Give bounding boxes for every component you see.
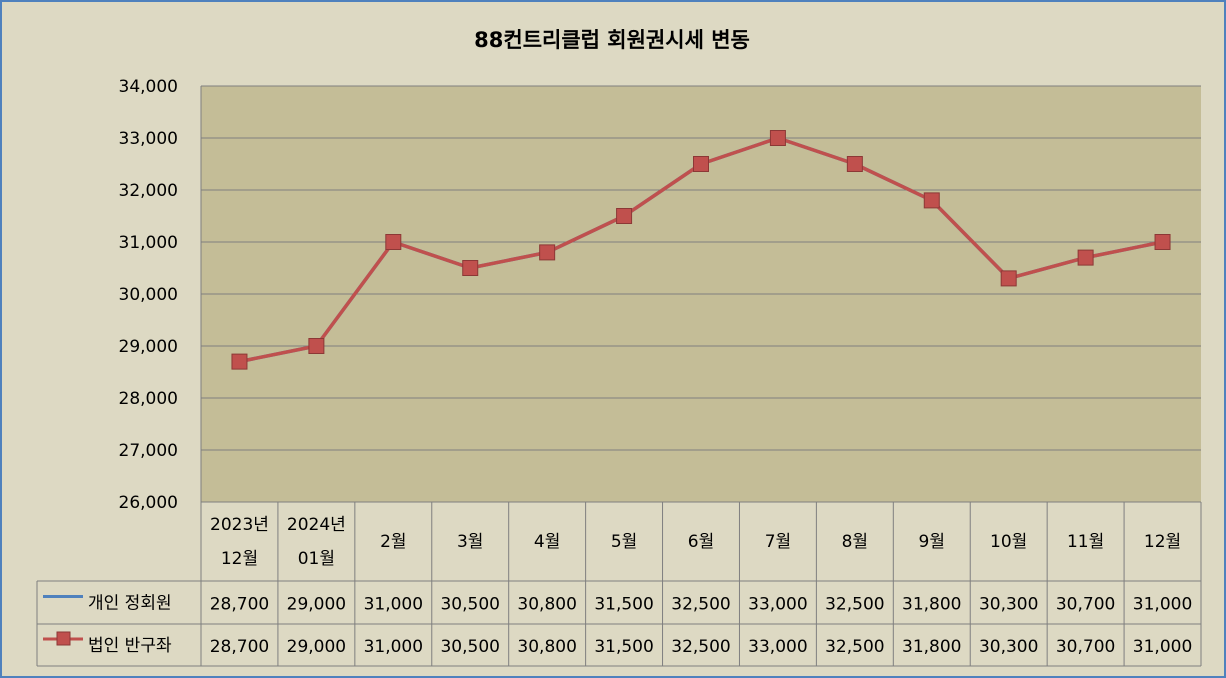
table-value: 31,000: [364, 595, 423, 615]
y-tick-label: 29,000: [119, 337, 178, 357]
table-value: 33,000: [748, 637, 807, 657]
y-tick-label: 31,000: [119, 233, 178, 253]
x-tick-label: 8월: [842, 532, 868, 552]
x-tick-label: 2월: [380, 532, 406, 552]
x-tick-label: 2024년: [287, 515, 346, 535]
x-tick-label: 12월: [1144, 532, 1181, 552]
data-point: [308, 338, 325, 354]
data-table: 2023년 12월 2024년 01월 2월 3월 4월 5월 6월 7월 8월 9월 10월 11월 12…: [36, 501, 1202, 667]
x-tick-label: 6월: [688, 532, 714, 552]
table-value: 31,000: [364, 637, 423, 657]
x-tick-label: 5월: [611, 532, 637, 552]
x-tick-label: 12월: [221, 549, 258, 569]
table-value: 30,500: [440, 595, 499, 615]
table-value: 31,800: [902, 595, 961, 615]
table-value: 31,800: [902, 637, 961, 657]
y-tick-label: 28,000: [119, 389, 178, 409]
table-value: 30,800: [517, 595, 576, 615]
x-tick-label: 01월: [298, 549, 335, 569]
table-value: 32,500: [671, 595, 730, 615]
data-point: [616, 208, 633, 224]
data-point: [231, 353, 248, 370]
data-point: [1154, 234, 1171, 250]
legend-label: 개인 정회원: [88, 594, 172, 614]
table-value: 30,500: [440, 637, 499, 657]
table-value: 30,300: [979, 595, 1038, 615]
legend-key-marker: [56, 631, 71, 646]
table-value: 28,700: [210, 595, 269, 615]
table-value: 28,700: [210, 637, 269, 657]
x-tick-label: 3월: [457, 532, 483, 552]
x-tick-label: 10월: [990, 532, 1027, 552]
y-tick-label: 34,000: [119, 77, 178, 97]
table-value: 30,700: [1056, 595, 1115, 615]
table-value: 33,000: [748, 595, 807, 615]
table-value: 32,500: [825, 595, 884, 615]
table-value: 31,500: [594, 595, 653, 615]
table-value: 31,000: [1133, 637, 1192, 657]
data-point: [539, 244, 556, 261]
series-layer: [231, 130, 1171, 370]
table-value: 32,500: [825, 637, 884, 657]
y-tick-label: 32,000: [119, 181, 178, 201]
chart-title: 88컨트리클럽 회원권시세 변동: [474, 28, 750, 52]
y-tick-label: 33,000: [119, 129, 178, 149]
x-tick-label: 2023년: [210, 515, 269, 535]
data-point: [769, 130, 786, 146]
data-point: [462, 260, 479, 276]
x-tick-label: 4월: [534, 532, 560, 552]
data-point: [923, 192, 940, 209]
table-value: 30,800: [517, 637, 576, 657]
plot-area: 26,000 27,000 28,000 29,000 30,000 31,000 32,0…: [119, 77, 1201, 513]
table-value: 30,700: [1056, 637, 1115, 657]
data-point: [1000, 270, 1017, 287]
table-value: 32,500: [671, 637, 730, 657]
data-point: [1077, 249, 1094, 266]
table-value: 31,500: [594, 637, 653, 657]
table-value: 31,000: [1133, 595, 1192, 615]
table-value: 29,000: [287, 595, 346, 615]
table-value: 30,300: [979, 637, 1038, 657]
y-tick-label: 27,000: [119, 441, 178, 461]
y-tick-label: 26,000: [119, 493, 178, 513]
table-value: 29,000: [287, 637, 346, 657]
y-tick-label: 30,000: [119, 285, 178, 305]
legend-label: 법인 반구좌: [88, 636, 172, 656]
x-tick-label: 7월: [765, 532, 791, 552]
data-point: [846, 156, 863, 172]
data-point: [693, 156, 709, 172]
x-tick-label: 9월: [919, 532, 945, 552]
x-tick-label: 11월: [1067, 532, 1104, 552]
data-point: [385, 234, 402, 250]
